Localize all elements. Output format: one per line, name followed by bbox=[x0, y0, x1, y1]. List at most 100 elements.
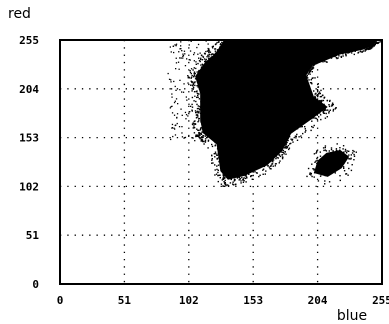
data-point bbox=[196, 85, 198, 87]
data-point bbox=[191, 90, 193, 92]
data-point bbox=[353, 47, 355, 49]
data-point bbox=[321, 99, 323, 102]
data-point bbox=[324, 117, 327, 119]
data-point bbox=[306, 118, 309, 120]
x-axis-label: blue bbox=[337, 308, 367, 324]
data-point bbox=[296, 133, 298, 136]
data-point bbox=[359, 46, 362, 49]
data-point bbox=[195, 135, 198, 137]
data-point bbox=[201, 139, 203, 142]
data-point bbox=[323, 104, 325, 106]
data-point bbox=[209, 109, 212, 111]
data-point bbox=[354, 50, 356, 52]
data-point bbox=[323, 109, 325, 111]
data-point bbox=[232, 183, 234, 185]
data-point bbox=[286, 147, 288, 149]
data-point bbox=[326, 154, 328, 156]
data-point bbox=[246, 177, 248, 179]
data-point bbox=[317, 93, 319, 96]
data-point bbox=[291, 138, 294, 141]
data-point bbox=[189, 111, 191, 113]
data-point bbox=[201, 123, 203, 125]
data-point bbox=[193, 91, 196, 93]
data-point bbox=[207, 147, 209, 149]
data-point bbox=[217, 169, 219, 171]
data-point bbox=[337, 57, 339, 59]
data-point bbox=[379, 41, 381, 43]
data-point bbox=[309, 70, 311, 73]
data-point bbox=[223, 41, 225, 43]
data-point bbox=[349, 48, 351, 50]
data-point bbox=[254, 171, 256, 173]
data-point bbox=[316, 150, 318, 152]
data-point bbox=[209, 57, 212, 59]
data-point bbox=[183, 137, 185, 139]
data-point bbox=[304, 80, 306, 83]
data-point bbox=[174, 85, 176, 88]
data-point bbox=[228, 43, 230, 45]
data-point bbox=[211, 53, 213, 55]
data-point bbox=[373, 42, 375, 44]
data-point bbox=[319, 103, 322, 105]
data-point bbox=[217, 174, 219, 177]
data-point bbox=[199, 112, 201, 114]
data-point bbox=[275, 157, 277, 160]
data-point bbox=[264, 162, 267, 165]
data-point bbox=[318, 116, 320, 118]
data-point bbox=[245, 175, 247, 177]
data-point bbox=[178, 68, 180, 70]
data-point bbox=[203, 64, 206, 66]
data-point bbox=[332, 103, 334, 106]
data-point bbox=[365, 49, 367, 51]
data-point bbox=[347, 162, 349, 164]
data-point bbox=[203, 112, 205, 114]
data-point bbox=[206, 87, 208, 89]
data-point bbox=[369, 46, 371, 48]
data-point bbox=[319, 96, 322, 98]
data-point bbox=[332, 55, 335, 57]
data-point bbox=[198, 57, 200, 59]
data-point bbox=[210, 137, 212, 139]
data-point bbox=[214, 142, 217, 144]
data-point bbox=[170, 81, 172, 83]
data-point bbox=[202, 103, 205, 105]
data-point bbox=[210, 63, 213, 65]
data-point bbox=[187, 76, 190, 78]
data-point bbox=[287, 134, 290, 137]
data-point bbox=[337, 153, 339, 156]
data-point bbox=[218, 141, 220, 144]
data-point bbox=[182, 55, 184, 57]
data-point bbox=[177, 103, 179, 105]
data-point bbox=[242, 179, 244, 181]
data-point bbox=[359, 45, 362, 48]
data-point bbox=[332, 53, 335, 56]
data-point bbox=[228, 41, 230, 44]
data-point bbox=[194, 84, 196, 87]
data-point bbox=[198, 136, 200, 138]
data-point bbox=[201, 137, 203, 139]
data-point bbox=[223, 47, 225, 50]
data-point bbox=[207, 118, 209, 120]
data-point bbox=[292, 128, 294, 130]
data-point bbox=[340, 165, 342, 167]
data-point bbox=[208, 50, 211, 52]
data-point bbox=[325, 112, 327, 115]
data-point bbox=[342, 148, 344, 150]
data-point bbox=[203, 140, 205, 143]
data-point bbox=[204, 103, 207, 105]
data-point bbox=[253, 43, 256, 45]
data-point bbox=[323, 103, 325, 106]
data-point bbox=[359, 47, 361, 50]
data-point bbox=[320, 173, 322, 176]
data-point bbox=[183, 50, 186, 52]
data-point bbox=[316, 114, 319, 116]
data-point bbox=[328, 104, 330, 106]
data-point bbox=[338, 153, 340, 155]
data-point bbox=[284, 146, 286, 148]
data-point bbox=[285, 139, 288, 141]
data-point bbox=[208, 51, 210, 54]
x-tick-label: 0 bbox=[57, 294, 64, 307]
data-point bbox=[362, 50, 364, 52]
data-point bbox=[192, 69, 194, 71]
data-point bbox=[345, 48, 347, 51]
